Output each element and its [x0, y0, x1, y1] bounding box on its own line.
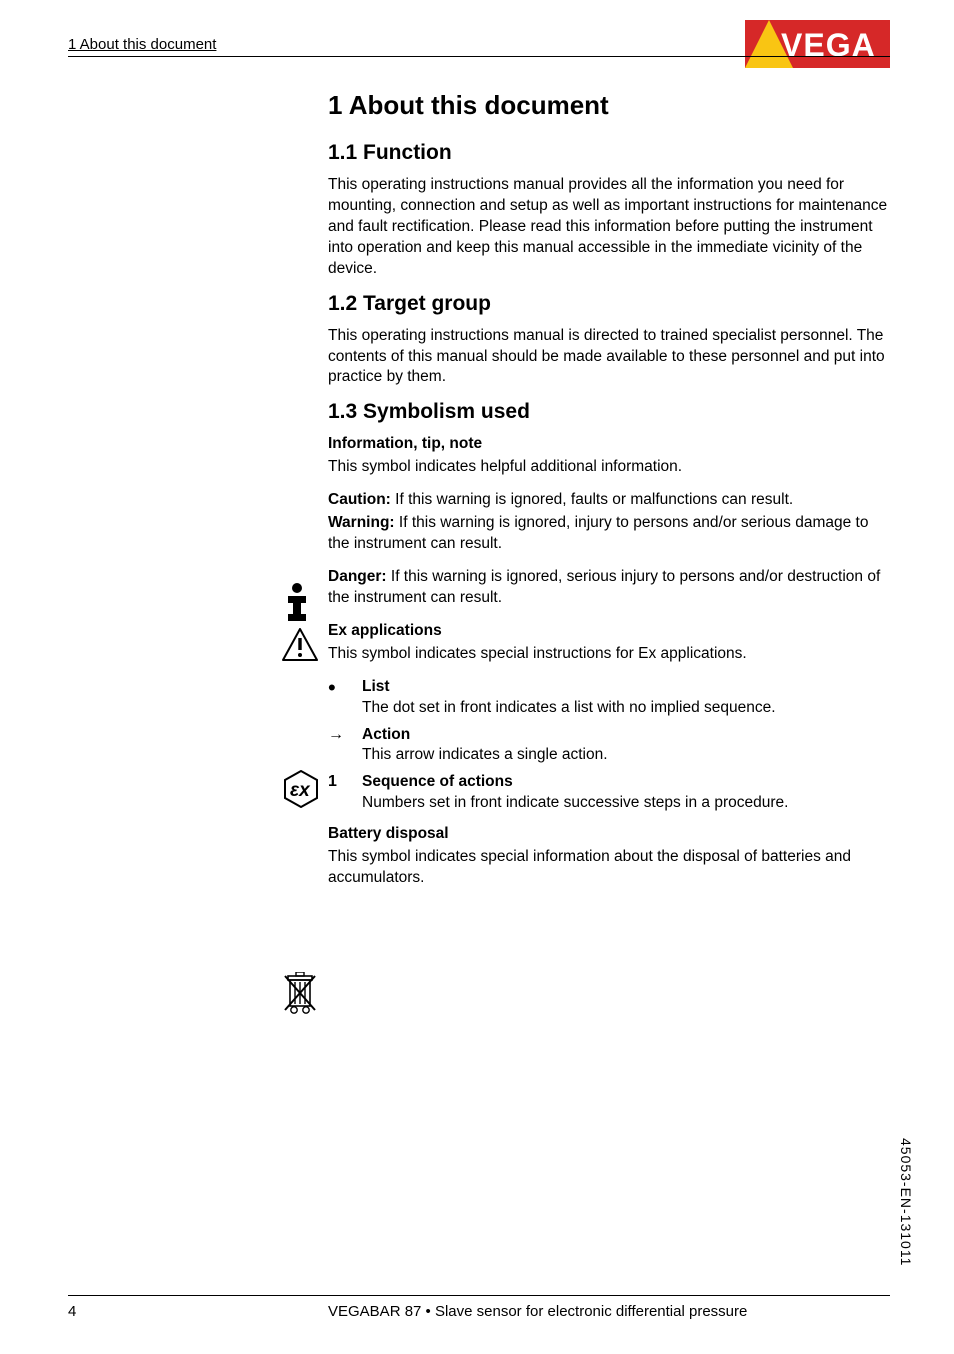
ex-body: This symbol indicates special instructio… — [328, 644, 888, 665]
footer-rule — [68, 1295, 890, 1296]
action-item: → Action This arrow indicates a single a… — [328, 725, 888, 767]
warning-line: Warning: If this warning is ignored, inj… — [328, 513, 888, 555]
main-content: 1 About this document 1.1 Function This … — [328, 90, 888, 901]
subsection-1-1-body: This operating instructions manual provi… — [328, 175, 888, 280]
sequence-item: 1 Sequence of actions Numbers set in fro… — [328, 772, 888, 814]
section-title: 1 About this document — [328, 90, 888, 121]
subsection-1-2-body: This operating instructions manual is di… — [328, 326, 888, 389]
sequence-number-icon: 1 — [328, 772, 362, 793]
footer-page-number: 4 — [68, 1303, 76, 1320]
footer-product: VEGABAR 87 • Slave sensor for electronic… — [328, 1303, 747, 1320]
battery-disposal-icon — [282, 972, 322, 1016]
danger-line: Danger: If this warning is ignored, seri… — [328, 567, 888, 609]
info-icon — [282, 582, 322, 622]
header-rule — [68, 56, 890, 57]
bullet-dot-icon: • — [328, 677, 362, 699]
subsection-1-1-title: 1.1 Function — [328, 141, 888, 165]
warning-icon — [282, 628, 322, 662]
action-item-text: Action This arrow indicates a single act… — [362, 725, 608, 767]
arrow-icon: → — [328, 725, 362, 746]
sequence-item-text: Sequence of actions Numbers set in front… — [362, 772, 788, 814]
battery-body: This symbol indicates special informatio… — [328, 847, 888, 889]
vega-logo-svg: VEGA — [745, 20, 890, 68]
logo-text: VEGA — [781, 27, 876, 63]
list-item-bullet: • List The dot set in front indicates a … — [328, 677, 888, 719]
battery-title: Battery disposal — [328, 824, 888, 845]
list-item-text: List The dot set in front indicates a li… — [362, 677, 776, 719]
svg-text:εx: εx — [290, 780, 311, 801]
ex-title: Ex applications — [328, 621, 888, 642]
caution-line: Caution: If this warning is ignored, fau… — [328, 490, 888, 511]
info-title: Information, tip, note — [328, 434, 888, 455]
subsection-1-3-title: 1.3 Symbolism used — [328, 400, 888, 424]
header-breadcrumb: 1 About this document — [68, 36, 216, 53]
brand-logo: VEGA — [745, 20, 890, 68]
ex-icon: εx — [282, 770, 322, 808]
page-root: 1 About this document VEGA εx — [0, 0, 954, 1354]
info-body: This symbol indicates helpful additional… — [328, 457, 888, 478]
subsection-1-2-title: 1.2 Target group — [328, 292, 888, 316]
side-document-code: 45053-EN-131011 — [898, 1138, 914, 1266]
